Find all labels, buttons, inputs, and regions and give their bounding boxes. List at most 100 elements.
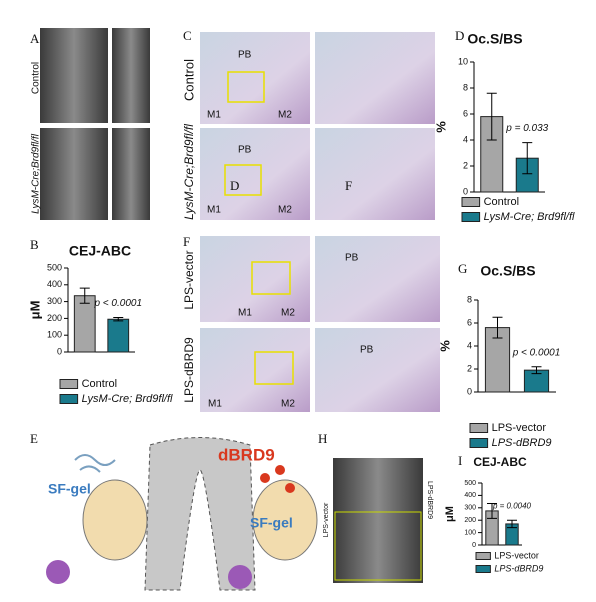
- image-label: M2: [281, 308, 295, 319]
- ct-image: [112, 128, 150, 220]
- error-bar: [486, 92, 497, 141]
- roi-box: [224, 164, 262, 196]
- image-label: PB: [345, 253, 359, 264]
- image-label: PB: [360, 345, 374, 356]
- y-tick-label: 100: [47, 330, 62, 340]
- legend-swatch: [59, 394, 79, 404]
- image-label: F: [345, 178, 352, 193]
- image-label: M1: [207, 205, 221, 216]
- image-label: M1: [238, 308, 252, 319]
- image-label: PB: [238, 50, 252, 61]
- y-tick-label: 8: [467, 294, 472, 304]
- y-tick-label: 6: [463, 108, 468, 118]
- legend-swatch: [461, 197, 481, 207]
- ct-image: [40, 128, 108, 220]
- annotation: p = 0.0040: [492, 501, 532, 510]
- y-tick-label: 2: [463, 160, 468, 170]
- image-label: M2: [278, 110, 292, 121]
- y-tick-label: 6: [467, 317, 472, 327]
- y-tick-label: 0: [57, 346, 62, 356]
- y-axis-label: %: [437, 340, 452, 352]
- histology-image: [315, 128, 435, 220]
- legend-swatch: [475, 552, 491, 560]
- roi-box: [251, 261, 291, 295]
- image-label: LPS-dBRD9: [426, 481, 433, 519]
- chart-title: CEJ-ABC: [473, 455, 527, 469]
- y-tick-label: 500: [47, 262, 62, 272]
- histology-image: [200, 32, 310, 124]
- panel-letter: H: [318, 431, 327, 446]
- error-bar: [531, 366, 542, 375]
- tooth: [82, 479, 148, 561]
- y-tick-label: 0: [467, 386, 472, 396]
- image-label: LysM-Cre;Brd9fl/fl: [31, 133, 42, 214]
- y-tick-label: 100: [464, 529, 476, 536]
- histology-image: [315, 236, 440, 322]
- legend-label: Control: [82, 378, 117, 390]
- diagram-label: dBRD9: [218, 445, 275, 464]
- annotation: p < 0.0001: [512, 347, 561, 358]
- diagram-label: SF-gel: [48, 481, 91, 497]
- dbrd9-dot: [285, 483, 295, 493]
- image-label: LPS-vector: [182, 250, 196, 309]
- y-tick-label: 500: [464, 480, 476, 487]
- legend-swatch: [461, 212, 481, 222]
- y-axis-label: μM: [27, 301, 42, 320]
- error-bar: [113, 317, 124, 322]
- legend-label: LPS-dBRD9: [494, 563, 543, 573]
- chart-title: CEJ-ABC: [69, 243, 131, 259]
- gel-fiber: [74, 454, 116, 473]
- mouth-diagram: [144, 437, 256, 591]
- y-tick-label: 8: [463, 82, 468, 92]
- image-label: PB: [238, 145, 252, 156]
- histology-image: [315, 32, 435, 124]
- panel-letter: G: [458, 261, 467, 276]
- bar: [73, 295, 96, 353]
- legend-label: Control: [484, 196, 519, 208]
- legend-label: LPS-vector: [492, 422, 547, 434]
- dbrd9-dot: [260, 473, 270, 483]
- error-bar: [492, 316, 503, 339]
- image-panels: [40, 28, 440, 591]
- image-label: Control: [181, 59, 196, 101]
- y-tick-label: 300: [47, 296, 62, 306]
- legend-swatch: [59, 379, 79, 389]
- y-tick-label: 0: [472, 542, 476, 549]
- roi-box: [254, 351, 294, 385]
- annotation: p < 0.0001: [93, 298, 142, 309]
- error-bar: [79, 287, 90, 304]
- panel-letter: F: [183, 234, 190, 249]
- y-tick-label: 200: [464, 517, 476, 524]
- image-label: LPS-dBRD9: [182, 337, 196, 403]
- legend-label: LPS-vector: [494, 550, 539, 560]
- panel-letter: C: [183, 28, 192, 43]
- y-tick-label: 4: [467, 340, 472, 350]
- legend-label: LysM-Cre; Brd9fl/fl: [82, 393, 173, 405]
- image-label: D: [230, 178, 239, 193]
- y-tick-label: 0: [463, 186, 468, 196]
- annotation: p = 0.033: [505, 123, 548, 134]
- dbrd9-dot: [275, 465, 285, 475]
- error-bar: [507, 519, 517, 529]
- panel-letter: D: [455, 28, 464, 43]
- legend-label: LPS-dBRD9: [492, 437, 552, 449]
- legend-swatch: [469, 423, 489, 433]
- y-axis-label: μM: [444, 506, 456, 522]
- y-tick-label: 2: [467, 363, 472, 373]
- panel-letter: B: [30, 237, 39, 252]
- y-axis-label: %: [433, 121, 448, 133]
- diagram-label: SF-gel: [250, 515, 293, 531]
- y-tick-label: 10: [458, 56, 468, 66]
- image-label: LPS-vector: [323, 502, 330, 537]
- y-tick-label: 200: [47, 313, 62, 323]
- error-bar: [522, 142, 533, 175]
- ct-image: [40, 28, 108, 123]
- image-label: M1: [208, 399, 222, 410]
- image-label: M1: [207, 110, 221, 121]
- chart-title: Oc.S/BS: [480, 263, 535, 279]
- image-label: LysM-Cre;Brd9fl/fl: [182, 124, 196, 220]
- bar: [107, 318, 130, 353]
- roi-box: [227, 71, 265, 103]
- roi-box: [334, 511, 422, 581]
